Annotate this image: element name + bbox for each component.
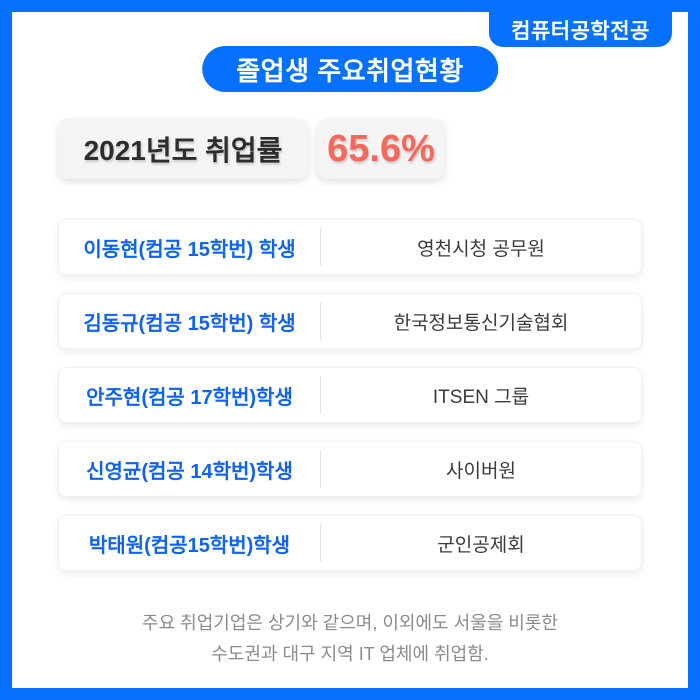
employment-list: 이동현(컴공 15학번) 학생 영천시청 공무원 김동규(컴공 15학번) 학생… <box>58 219 642 589</box>
employment-row: 이동현(컴공 15학번) 학생 영천시청 공무원 <box>58 219 642 275</box>
employer-name: 군인공제회 <box>437 534 525 556</box>
employment-row: 김동규(컴공 15학번) 학생 한국정보통신기술협회 <box>58 293 642 349</box>
employer-name: 영천시청 공무원 <box>417 238 545 260</box>
rate-value: 65.6% <box>327 127 435 170</box>
employer-name: 한국정보통신기술협회 <box>393 312 569 334</box>
row-divider <box>320 450 321 488</box>
student-name: 안주현(컴공 17학번)학생 <box>86 386 293 409</box>
employment-row: 박태원(컴공15학번)학생 군인공제회 <box>58 515 642 571</box>
employer-name: ITSEN 그룹 <box>432 386 530 408</box>
rate-label-box: 2021년도 취업률 <box>58 119 308 179</box>
footnote: 주요 취업기업은 상기와 같으며, 이외에도 서울을 비롯한 수도권과 대구 지… <box>12 608 688 670</box>
footnote-line-2: 수도권과 대구 지역 IT 업체에 취업함. <box>211 644 489 664</box>
student-name: 박태원(컴공15학번)학생 <box>88 534 291 557</box>
row-divider <box>320 302 321 340</box>
rate-label: 2021년도 취업률 <box>83 135 283 166</box>
employment-row: 신영균(컴공 14학번)학생 사이버원 <box>58 441 642 497</box>
footnote-line-1: 주요 취업기업은 상기와 같으며, 이외에도 서울을 비롯한 <box>142 613 558 633</box>
student-name: 신영균(컴공 14학번)학생 <box>86 460 293 483</box>
employment-row: 안주현(컴공 17학번)학생 ITSEN 그룹 <box>58 367 642 423</box>
page-title-badge: 졸업생 주요취업현황 <box>202 46 498 92</box>
student-name: 이동현(컴공 15학번) 학생 <box>83 238 296 261</box>
row-divider <box>320 228 321 266</box>
employer-name: 사이버원 <box>446 460 516 482</box>
row-divider <box>320 524 321 562</box>
row-divider <box>320 376 321 414</box>
employment-rate-row: 2021년도 취업률 65.6% <box>58 119 445 179</box>
student-name: 김동규(컴공 15학번) 학생 <box>83 312 296 335</box>
major-corner-badge: 컴퓨터공학전공 <box>489 12 672 47</box>
rate-value-box: 65.6% <box>317 119 445 179</box>
